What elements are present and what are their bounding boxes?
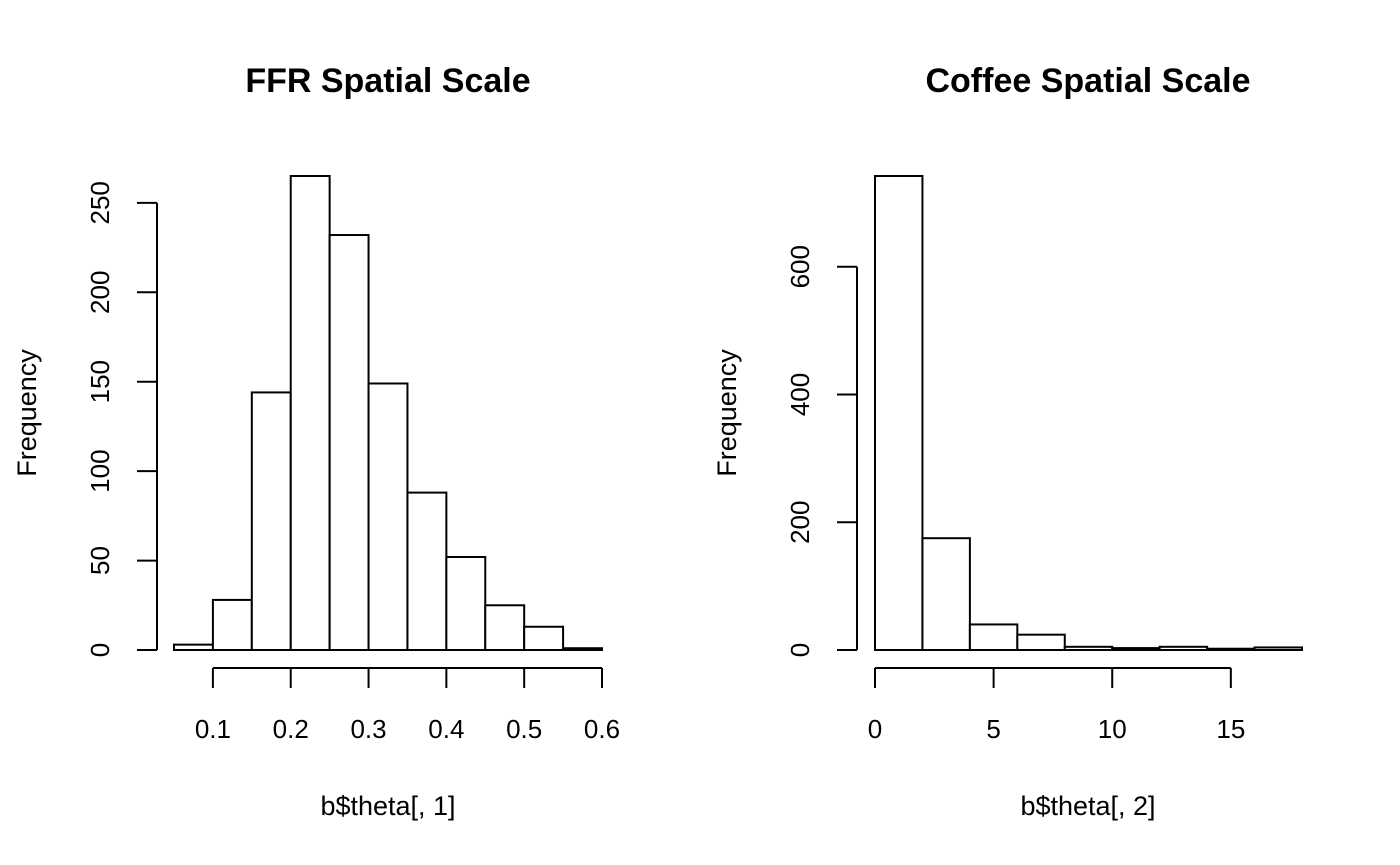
x-tick-label: 0.4 bbox=[428, 714, 464, 744]
x-axis-label-coffee: b$theta[, 2] bbox=[1020, 791, 1155, 821]
panel-ffr: FFR Spatial Scale b$theta[, 1] Frequency… bbox=[12, 62, 620, 821]
x-tick-label: 10 bbox=[1098, 714, 1127, 744]
histogram-bar bbox=[445, 555, 487, 652]
y-tick-label: 50 bbox=[85, 546, 115, 575]
histogram-bar bbox=[1111, 647, 1161, 651]
x-tick-label: 5 bbox=[986, 714, 1000, 744]
y-tick-label: 250 bbox=[85, 181, 115, 224]
y-axis-coffee: 0 200 400 600 bbox=[785, 245, 858, 657]
histogram-bar bbox=[1016, 633, 1066, 651]
x-tick-label: 15 bbox=[1216, 714, 1245, 744]
histogram-bar bbox=[874, 175, 924, 651]
x-tick-label: 0.1 bbox=[195, 714, 231, 744]
histogram-bar bbox=[523, 625, 565, 652]
histogram-bar bbox=[562, 647, 603, 651]
y-tick-label: 400 bbox=[785, 373, 815, 416]
histogram-bar bbox=[1206, 647, 1256, 651]
x-tick-label: 0.6 bbox=[584, 714, 620, 744]
histogram-bar bbox=[289, 175, 331, 651]
x-tick-label: 0 bbox=[868, 714, 882, 744]
histogram-bar bbox=[406, 491, 448, 651]
histogram-bar bbox=[1253, 646, 1303, 652]
x-axis-label-ffr: b$theta[, 1] bbox=[320, 791, 455, 821]
y-tick-label: 150 bbox=[85, 360, 115, 403]
x-axis-coffee: 0 5 10 15 bbox=[868, 667, 1245, 744]
histogram-bar bbox=[921, 537, 971, 651]
y-tick-label: 200 bbox=[785, 501, 815, 544]
chart-title-coffee: Coffee Spatial Scale bbox=[925, 62, 1250, 100]
x-tick-label: 0.2 bbox=[273, 714, 309, 744]
panel-coffee: Coffee Spatial Scale b$theta[, 2] Freque… bbox=[712, 62, 1303, 821]
y-tick-label: 0 bbox=[785, 643, 815, 657]
y-axis-ffr: 0 50 100 150 200 250 bbox=[85, 181, 158, 657]
x-tick-label: 0.5 bbox=[506, 714, 542, 744]
y-axis-label-coffee: Frequency bbox=[712, 349, 742, 477]
x-axis-ffr: 0.1 0.2 0.3 0.4 0.5 0.6 bbox=[195, 667, 620, 744]
y-tick-label: 0 bbox=[85, 643, 115, 657]
chart-title-ffr: FFR Spatial Scale bbox=[245, 62, 530, 100]
x-tick-label: 0.3 bbox=[350, 714, 386, 744]
histogram-bar bbox=[1158, 645, 1209, 651]
histogram-bar bbox=[328, 234, 370, 651]
histogram-bar bbox=[173, 643, 214, 652]
histogram-bar bbox=[484, 604, 526, 651]
histogram-bar bbox=[968, 623, 1019, 652]
bars-ffr bbox=[173, 175, 603, 652]
histogram-bar bbox=[211, 598, 253, 652]
histogram-bar bbox=[250, 391, 292, 651]
histogram-bar bbox=[1063, 645, 1114, 651]
y-tick-label: 600 bbox=[785, 245, 815, 288]
y-tick-label: 200 bbox=[85, 271, 115, 314]
histogram-bar bbox=[367, 382, 409, 651]
y-tick-label: 100 bbox=[85, 449, 115, 492]
y-axis-label-ffr: Frequency bbox=[12, 349, 42, 477]
bars-coffee bbox=[874, 175, 1303, 652]
